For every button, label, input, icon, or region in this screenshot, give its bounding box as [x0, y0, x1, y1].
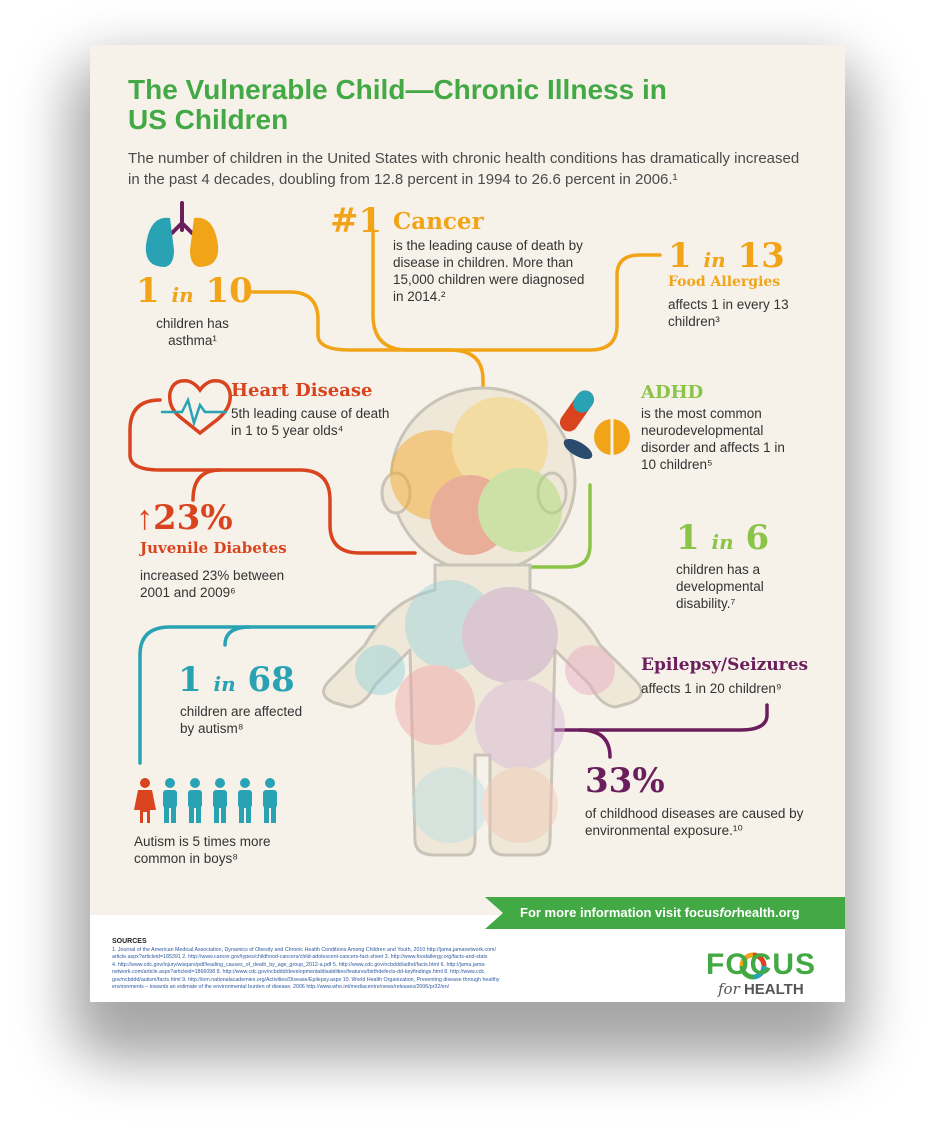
- pills-icon: [559, 390, 630, 460]
- autism-num-left: 1: [178, 660, 202, 700]
- diabetes-connector: [191, 468, 222, 502]
- heart-connector: [128, 398, 417, 555]
- diabetes-heading: Juvenile Diabetes: [140, 539, 287, 557]
- title-line-1: The Vulnerable Child—Chronic Illness in: [128, 74, 667, 105]
- diabetes-stat: ↑23%: [136, 500, 233, 536]
- cancer-heading: Cancer: [393, 208, 484, 235]
- title-line-2: US Children: [128, 104, 289, 135]
- infographic-sheet: The Vulnerable Child—Chronic Illness in …: [90, 45, 845, 1002]
- people-icons: [134, 778, 277, 823]
- autism-num-right: 68: [247, 660, 295, 700]
- lungs-icon: [145, 201, 219, 267]
- girl-icon: [134, 778, 156, 823]
- autism-stat: 1 in 68: [178, 662, 295, 702]
- developmental-in: in: [711, 530, 734, 554]
- heart-monitor-icon: [160, 379, 232, 436]
- diabetes-text: increased 23% between 2001 and 2009⁶: [140, 568, 285, 600]
- developmental-num-left: 1: [676, 518, 700, 558]
- asthma-num-right: 10: [205, 271, 253, 311]
- epilepsy-heading: Epilepsy/Seizures: [641, 655, 809, 675]
- connector-lines-and-figure: [128, 201, 769, 980]
- asthma-in: in: [171, 283, 194, 307]
- food-num-left: 1: [668, 236, 692, 276]
- asthma-text: children has asthma¹: [156, 316, 229, 348]
- heart-heading: Heart Disease: [231, 380, 373, 401]
- heart-text: 5th leading cause of death in 1 to 5 yea…: [231, 406, 390, 438]
- banner-text-pre: For more information visit focus: [520, 905, 720, 920]
- sources-list: 1. Journal of the American Medical Assoc…: [112, 947, 647, 991]
- health-logo: for HEALTH: [718, 980, 804, 998]
- banner-text-italic: for: [719, 905, 737, 920]
- asthma-num-left: 1: [136, 271, 160, 311]
- logo-health: HEALTH: [743, 981, 804, 998]
- up-arrow-icon: ↑: [136, 499, 153, 537]
- source-line[interactable]: network.com/article.aspx?articleid=18660…: [112, 969, 486, 976]
- autism-text: children are affected by autism⁸: [180, 704, 303, 736]
- developmental-text: children has a developmental disability.…: [676, 562, 764, 611]
- boy-icons: [163, 778, 277, 823]
- developmental-num-right: 6: [745, 518, 770, 558]
- source-line[interactable]: environments – towards an estimate of th…: [112, 984, 450, 991]
- food-in: in: [703, 248, 726, 272]
- sources-title: SOURCES: [112, 938, 147, 945]
- autism-connector: [138, 625, 392, 765]
- page-title: The Vulnerable Child—Chronic Illness in …: [128, 75, 667, 135]
- developmental-stat: 1 in 6: [676, 520, 769, 560]
- autism-in: in: [213, 672, 236, 696]
- source-line[interactable]: gov/ncbddd/autism/facts.html 9. http://i…: [112, 976, 500, 983]
- footer-area: [90, 915, 845, 1002]
- logo-for: for: [718, 980, 740, 998]
- focus-logo: FOCUS: [706, 948, 816, 981]
- source-line[interactable]: 4. http://www.cdc.gov/injury/wisqars/pdf…: [112, 961, 486, 968]
- adhd-heading: ADHD: [641, 382, 704, 403]
- autism-inner-connector: [223, 625, 252, 647]
- adhd-connector: [498, 483, 592, 569]
- environment-value: 33%: [585, 761, 665, 801]
- banner-text-post: health.org: [736, 905, 800, 920]
- environment-connector: [578, 728, 612, 759]
- autism-boys-text: Autism is 5 times more common in boys⁸: [134, 834, 271, 866]
- epilepsy-connector: [513, 703, 769, 732]
- adhd-text: is the most common neurodevelopmental di…: [641, 406, 785, 472]
- source-line[interactable]: article.aspx?articleid=185391 2. http://…: [112, 954, 488, 961]
- intro-text: The number of children in the United Sta…: [128, 150, 800, 188]
- food-num-right: 13: [737, 236, 785, 276]
- food-heading: Food Allergies: [668, 274, 781, 290]
- cancer-text: is the leading cause of death by disease…: [393, 238, 585, 304]
- logo-o-icon: [739, 952, 767, 980]
- food-text: affects 1 in every 13 children³: [668, 297, 789, 329]
- more-info-banner[interactable]: For more information visit focusforhealt…: [485, 897, 845, 929]
- asthma-stat: 1 in 10: [136, 273, 253, 313]
- cancer-connector: [371, 228, 662, 352]
- asthma-connector: [250, 290, 485, 427]
- child-figure: [322, 386, 643, 857]
- diabetes-value: 23%: [153, 498, 233, 538]
- environment-text: of childhood diseases are caused by envi…: [585, 806, 804, 838]
- food-stat: 1 in 13: [668, 238, 785, 278]
- source-line[interactable]: 1. Journal of the American Medical Assoc…: [112, 947, 496, 953]
- epilepsy-text: affects 1 in 20 children⁹: [641, 681, 782, 696]
- cancer-rank: #1: [330, 201, 383, 241]
